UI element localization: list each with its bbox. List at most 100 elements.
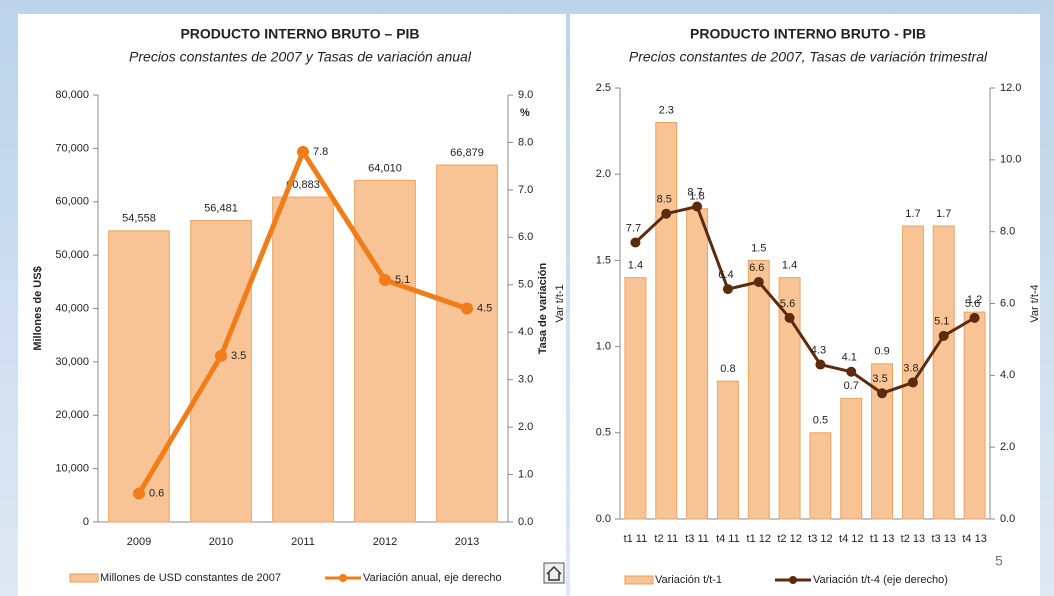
y2-tick-label: 4.0: [518, 326, 533, 338]
y2-tick-label: 6.0: [1000, 297, 1015, 309]
x-tick-label: t1 12: [747, 533, 771, 545]
y-tick-label: 40,000: [55, 302, 89, 314]
bar-value-label: 1.7: [905, 208, 920, 220]
bar-value-label: 54,558: [122, 213, 156, 225]
line-value-label: 5.1: [934, 316, 949, 328]
line-marker: [938, 330, 949, 341]
y-tick-label: 20,000: [55, 409, 89, 421]
bar: [932, 225, 955, 520]
y-tick-label: 0: [83, 516, 89, 528]
y2-tick-label: 9.0: [518, 89, 533, 101]
legend-label: Variación anual, eje derecho: [363, 572, 502, 584]
line-marker: [379, 274, 391, 287]
line-marker: [461, 302, 473, 315]
home-icon[interactable]: [543, 562, 565, 584]
x-tick-label: t3 13: [932, 533, 956, 545]
bar: [871, 363, 894, 520]
y2-tick-label: 1.0: [518, 468, 533, 480]
line-marker: [630, 237, 641, 248]
line-value-label: 5.6: [780, 298, 795, 310]
line-value-label: 4.5: [477, 302, 492, 314]
bar-value-label: 1.4: [628, 260, 643, 272]
x-tick-label: t3 12: [808, 533, 832, 545]
x-tick-label: 2013: [455, 536, 479, 548]
y-axis-label: Var t/t-1: [554, 284, 566, 322]
x-tick-label: 2012: [373, 536, 397, 548]
bar-value-label: 1.7: [936, 208, 951, 220]
line-value-label: 3.8: [903, 362, 918, 374]
x-tick-label: t2 11: [654, 533, 678, 545]
y-tick-label: 30,000: [55, 356, 89, 368]
y-tick-label: 70,000: [55, 142, 89, 154]
y2-tick-label: 2.0: [1000, 441, 1015, 453]
bar-value-label: 0.7: [844, 380, 859, 392]
legend-swatch: [624, 575, 654, 585]
bar: [716, 380, 739, 520]
x-tick-label: t1 11: [624, 533, 648, 545]
y2-tick-label: 6.0: [518, 231, 533, 243]
x-tick-label: t2 13: [901, 533, 925, 545]
y2-axis-label: Tasa de variación: [537, 262, 549, 354]
bar-value-label: 0.5: [813, 415, 828, 427]
home-glyph: [546, 565, 562, 581]
bar-value-label: 66,879: [450, 147, 484, 159]
chart-title: PRODUCTO INTERNO BRUTO – PIB: [180, 26, 419, 42]
x-tick-label: t4 11: [716, 533, 740, 545]
bar-value-label: 1.4: [782, 260, 797, 272]
y-tick-label: 1.5: [596, 254, 611, 266]
bar: [354, 179, 416, 523]
y-tick-label: 2.5: [596, 82, 611, 94]
bar: [108, 230, 170, 523]
y-axis-label: Millones de US$: [32, 266, 44, 350]
line-marker: [815, 359, 826, 370]
y2-tick-label: 3.0: [518, 374, 533, 386]
y2-tick-label: 7.0: [518, 184, 533, 196]
bar-value-label: 0.8: [720, 363, 735, 375]
line-marker: [661, 208, 672, 219]
line-marker: [907, 377, 918, 388]
line-value-label: 4.1: [842, 352, 857, 364]
y2-tick-label: 8.0: [518, 136, 533, 148]
bar: [272, 196, 334, 523]
y2-tick-label: 8.0: [1000, 226, 1015, 238]
y2-unit: %: [520, 107, 530, 119]
bar: [436, 164, 498, 523]
legend-swatch: [69, 573, 99, 583]
panel-right: [570, 14, 1040, 596]
line-value-label: 3.5: [231, 350, 246, 362]
y-tick-label: 60,000: [55, 196, 89, 208]
line-value-label: 5.1: [395, 274, 410, 286]
line-marker: [722, 284, 733, 295]
x-tick-label: t2 12: [777, 533, 801, 545]
chart-subtitle: Precios constantes de 2007 y Tasas de va…: [129, 49, 472, 65]
bar: [778, 277, 801, 520]
y-tick-label: 50,000: [55, 249, 89, 261]
x-tick-label: 2011: [291, 536, 315, 548]
line-value-label: 3.5: [872, 373, 887, 385]
bar: [809, 432, 832, 520]
line-marker: [784, 312, 795, 323]
chart-title: PRODUCTO INTERNO BRUTO - PIB: [690, 26, 926, 42]
y-tick-label: 1.0: [596, 341, 611, 353]
y-tick-label: 10,000: [55, 463, 89, 475]
line-value-label: 6.6: [749, 262, 764, 274]
line-value-label: 8.7: [687, 186, 702, 198]
line-value-label: 0.6: [149, 487, 164, 499]
y2-axis-label: Var t/t-4: [1029, 284, 1041, 322]
line-marker: [753, 276, 764, 287]
line-value-label: 5.6: [965, 298, 980, 310]
bar: [624, 277, 647, 520]
line-marker: [969, 312, 980, 323]
y2-tick-label: 12.0: [1000, 82, 1021, 94]
bar-value-label: 1.5: [751, 242, 766, 254]
chart-subtitle: Precios constantes de 2007, Tasas de var…: [629, 49, 988, 65]
bar: [840, 397, 863, 520]
bar-value-label: 0.9: [874, 346, 889, 358]
line-marker: [133, 487, 145, 500]
legend-label: Variación t/t-4 (eje derecho): [813, 574, 948, 586]
legend-marker: [789, 576, 797, 584]
y-tick-label: 2.0: [596, 168, 611, 180]
line-marker: [297, 145, 309, 158]
